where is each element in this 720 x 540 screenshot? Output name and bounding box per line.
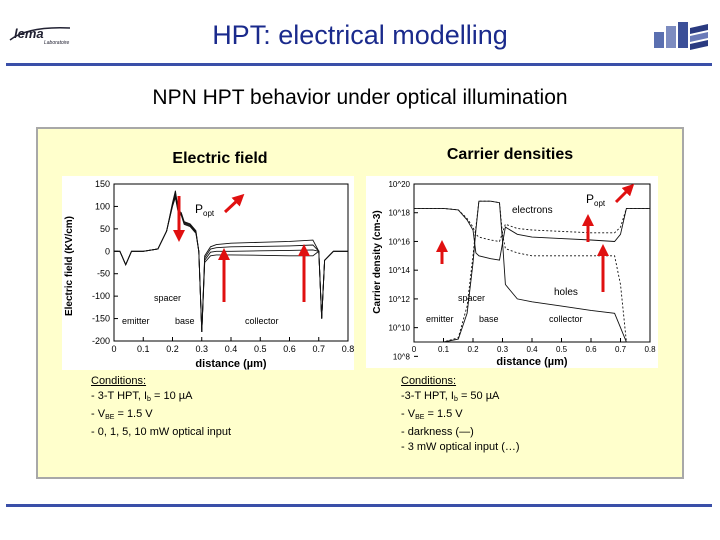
y-axis-label: Electric field (KV/cm): [64, 216, 75, 316]
region-label-collector: collector: [245, 316, 279, 326]
x-tick-label: 0.5: [254, 344, 267, 354]
x-tick-label: 0: [111, 344, 116, 354]
y-tick-label: 10^8: [393, 352, 411, 361]
x-tick-label: 0.8: [342, 344, 354, 354]
y-axis-label-right: Carrier density (cm-3): [372, 210, 383, 313]
popt-label-left: Popt: [195, 202, 215, 218]
condition-line-current-right: -3-T HPT, Ib = 50 µA: [401, 390, 500, 403]
region-label-base: base: [175, 316, 195, 326]
series-line: [414, 207, 650, 261]
electric-field-chart: 150 100 50 0 -50 -100 -150 -200 0 0.1 0.2 0.3 0.4 0.…: [62, 176, 354, 370]
x-tick-label: 0.3: [497, 345, 509, 354]
series-line: [414, 200, 650, 343]
x-tick-label: 0.8: [644, 345, 656, 354]
region-label-emitter: emitter: [122, 316, 150, 326]
institution-logo: [654, 22, 708, 50]
logo-left-text: lema: [14, 26, 44, 41]
x-tick-label: 0.3: [195, 344, 208, 354]
y-tick-label: 10^16: [388, 237, 410, 246]
y-tick-label: 10^20: [388, 180, 410, 189]
conditions-heading-left: Conditions:: [91, 375, 147, 387]
condition-line-optical-right: - 3 mW optical input (…): [401, 441, 520, 453]
series-line: [414, 200, 650, 343]
series-line: [114, 192, 348, 333]
logo-left-sub: Laboratoire: [44, 40, 70, 46]
y-tick-label: -200: [92, 336, 110, 346]
x-tick-label: 0.2: [166, 344, 179, 354]
condition-line-current-left: - 3-T HPT, Ib = 10 µA: [91, 390, 193, 403]
region-label-spacer: spacer: [154, 293, 181, 303]
popt-arrow-right: [614, 183, 635, 204]
condition-line-vbe-left: - VBE = 1.5 V: [91, 408, 153, 421]
x-tick-label: 0.1: [438, 345, 450, 354]
y-tick-label: 150: [95, 179, 110, 189]
carrier-densities-heading: Carrier densities: [446, 146, 574, 163]
x-tick-label: 0.4: [225, 344, 238, 354]
carrier-density-chart: 10^20 10^18 10^16 10^14 10^12 10^10 10^8 0 0.1 0…: [366, 176, 658, 368]
y-tick-label: 50: [100, 224, 110, 234]
x-tick-label: 0.6: [283, 344, 296, 354]
region-label-holes: holes: [554, 287, 578, 298]
y-tick-label: -100: [92, 291, 110, 301]
conditions-left: Conditions: - 3-T HPT, Ib = 10 µA - VBE …: [91, 374, 231, 440]
series-line: [114, 197, 348, 333]
condition-line-vbe-right: - VBE = 1.5 V: [401, 408, 463, 421]
region-label-emitter-right: emitter: [426, 314, 454, 324]
popt-arrow-left: [223, 193, 245, 214]
electric-field-svg: 150 100 50 0 -50 -100 -150 -200 0 0.1 0.2 0.3 0.4 0.…: [64, 179, 354, 370]
top-divider: [6, 63, 712, 66]
y-tick-label: -50: [97, 269, 110, 279]
popt-label-right: Popt: [586, 192, 606, 208]
x-tick-label: 0.2: [467, 345, 479, 354]
y-tick-label: 10^10: [388, 324, 410, 333]
slide-title: HPT: electrical modelling: [212, 20, 508, 50]
y-tick-label: -150: [92, 314, 110, 324]
x-axis-label: distance (µm): [195, 358, 266, 370]
series-line: [114, 190, 348, 333]
x-tick-label: 0.7: [312, 344, 325, 354]
y-tick-label: 0: [105, 246, 110, 256]
y-tick-label: 10^18: [388, 209, 410, 218]
condition-line-optical-left: - 0, 1, 5, 10 mW optical input: [91, 426, 232, 438]
y-tick-label: 10^12: [388, 295, 410, 304]
region-label-collector-right: collector: [549, 314, 583, 324]
x-axis-label-right: distance (µm): [496, 356, 567, 368]
x-tick-label: 0.4: [526, 345, 538, 354]
x-tick-label: 0: [412, 345, 417, 354]
x-tick-label: 0.5: [556, 345, 568, 354]
condition-line-darkness: - darkness (—): [401, 426, 474, 438]
conditions-right: Conditions: -3-T HPT, Ib = 50 µA - VBE =…: [401, 374, 520, 455]
slide-subtitle: NPN HPT behavior under optical illuminat…: [152, 86, 568, 109]
y-tick-label: 100: [95, 201, 110, 211]
series-line: [114, 195, 348, 333]
y-tick-label: 10^14: [388, 266, 410, 275]
electric-field-heading: Electric field: [172, 150, 268, 167]
region-label-spacer-right: spacer: [458, 293, 485, 303]
bottom-divider: [6, 504, 712, 507]
conditions-heading-right: Conditions:: [401, 375, 457, 387]
x-tick-label: 0.7: [615, 345, 627, 354]
region-label-base-right: base: [479, 314, 499, 324]
x-tick-label: 0.1: [137, 344, 150, 354]
carrier-density-svg: 10^20 10^18 10^16 10^14 10^12 10^10 10^8 0 0.1 0…: [372, 180, 656, 368]
lema-logo: lema Laboratoire: [9, 26, 71, 46]
x-tick-label: 0.6: [585, 345, 597, 354]
series-line: [414, 207, 650, 243]
region-label-electrons: electrons: [512, 205, 553, 216]
